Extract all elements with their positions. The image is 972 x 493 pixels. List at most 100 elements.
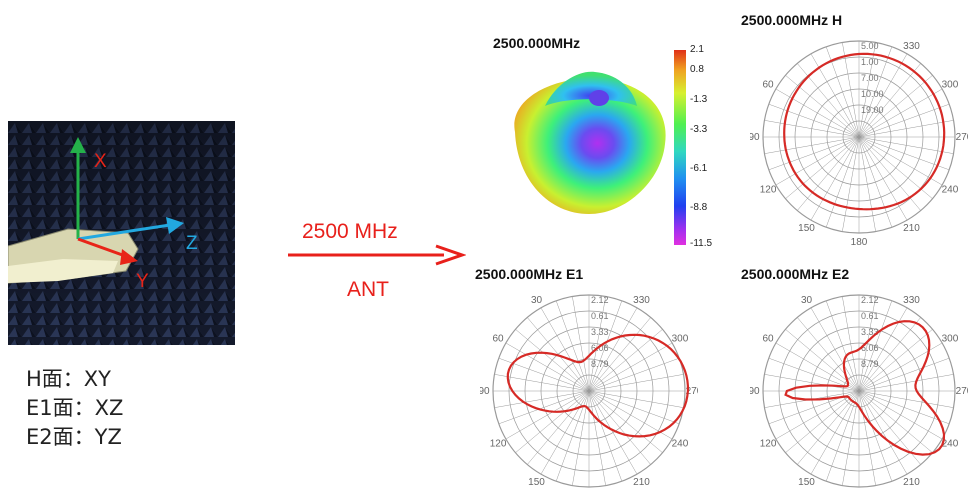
polar-grid-spoke <box>768 136 860 171</box>
polar-grid-spoke <box>858 136 908 221</box>
polar-grid-spoke <box>588 390 606 486</box>
polar-grid-spoke <box>785 390 860 453</box>
plane-e2-label: E2面：YZ <box>26 425 122 449</box>
polar-grid-spoke <box>858 136 954 154</box>
polar-grid-spoke <box>858 390 908 475</box>
polar-angle-label: 210 <box>903 477 920 488</box>
pattern-curve-h <box>783 52 946 211</box>
polar-grid-spoke <box>825 136 860 228</box>
polar-angle-label: 300 <box>672 334 689 345</box>
polar-radial-label: 1.00 <box>861 57 879 67</box>
frequency-label: 2500 MHz <box>302 220 398 243</box>
z-axis-arrow <box>77 217 184 241</box>
polar-angle-label: 30 <box>801 295 813 306</box>
polar-grid-spoke <box>810 136 860 221</box>
polar-radial-label: 10.00 <box>861 89 884 99</box>
polar-radial-label: 5.00 <box>861 41 879 51</box>
polar-radial-label: 8.79 <box>861 359 879 369</box>
polar-plot-h: 5.00 1.00 7.00 10.00 19.00 330 300 270 240 210 180… <box>750 40 968 246</box>
polar-angle-label: 240 <box>672 439 689 450</box>
x-axis-arrow <box>70 137 86 239</box>
x-axis-label: X <box>94 151 107 172</box>
polar-radial-label: 3.33 <box>591 327 609 337</box>
polar-grid-spoke <box>858 357 950 392</box>
polar-grid-spoke <box>858 136 943 186</box>
polar-grid-spoke <box>775 136 860 186</box>
measurement-arrow <box>288 244 466 266</box>
polar-angle-label: 90 <box>750 132 760 143</box>
polar-grid-spoke <box>505 390 590 440</box>
polar-grid-spoke <box>764 374 860 392</box>
polar-plot-e2: 2.12 0.61 3.33 6.06 8.79 30 330 300 270 240 210 150… <box>750 294 968 488</box>
polar-grid-spoke <box>764 136 860 154</box>
polar-grid-spoke <box>555 300 590 392</box>
polar-grid-spoke <box>775 88 860 138</box>
polar-grid-spoke <box>842 136 860 232</box>
colorbar-tick: 0.8 <box>690 64 704 75</box>
polar-grid-spoke <box>515 390 590 453</box>
polar-grid-spoke <box>515 329 590 392</box>
pattern-3d <box>514 71 666 214</box>
polar-grid-spoke <box>858 136 876 232</box>
polar-grid-spoke <box>842 296 860 392</box>
polar-angle-label: 60 <box>763 334 775 345</box>
polar-grid-spoke <box>588 390 623 482</box>
antenna-label: ANT <box>347 278 389 301</box>
polar-radial-label: 19.00 <box>861 105 884 115</box>
polar-angle-label: 330 <box>903 41 920 52</box>
polar-angle-label: 120 <box>760 439 777 450</box>
polar-radial-label: 6.06 <box>861 343 879 353</box>
polar-angle-label: 90 <box>750 386 760 397</box>
polar-grid-spoke <box>588 390 638 475</box>
polar-grid-spoke <box>858 329 933 392</box>
polar-grid-spoke <box>775 390 860 440</box>
polar-angle-label: 270 <box>956 386 968 397</box>
polar-radial-label: 2.12 <box>861 295 879 305</box>
polar-grid-spoke <box>842 42 860 138</box>
polar-grid-spoke <box>588 390 684 408</box>
polar-grid-spoke <box>588 390 651 465</box>
polar-radial-label: 6.06 <box>591 343 609 353</box>
polar-angle-label: 270 <box>686 386 698 397</box>
polar-grid-spoke <box>797 390 860 465</box>
colorbar <box>674 50 686 245</box>
polar-grid-spoke <box>527 317 590 392</box>
polar-grid-spoke <box>858 390 943 440</box>
polar-grid-spoke <box>858 390 954 408</box>
plane-h-label: H面：XY <box>26 367 112 391</box>
polar-angle-label: 240 <box>942 185 959 196</box>
polar-grid-spoke <box>858 390 950 425</box>
polar-grid-spoke <box>858 136 950 171</box>
polar-grid-spoke <box>825 390 860 482</box>
polar-grid-spoke <box>588 374 684 392</box>
polar-angle-label: 210 <box>633 477 650 488</box>
polar-grid-spoke <box>797 136 860 211</box>
polar-angle-label: 90 <box>480 386 490 397</box>
polar-grid-spoke <box>858 317 921 392</box>
colorbar-tick: -6.1 <box>690 163 708 174</box>
polar-angle-label: 330 <box>903 295 920 306</box>
polar-radial-label: 2.12 <box>591 295 609 305</box>
polar-grid-spoke <box>764 120 860 138</box>
polar-grid-spoke <box>858 390 893 482</box>
polar-grid-spoke <box>527 390 590 465</box>
plane-e1-label: E1面：XZ <box>26 396 124 420</box>
polar-angle-label: 60 <box>763 80 775 91</box>
colorbar-tick: -8.8 <box>690 202 708 213</box>
polar-grid-spoke <box>775 342 860 392</box>
polar-grid-spoke <box>858 374 954 392</box>
polar-grid-spoke <box>858 390 933 453</box>
polar-grid-spoke <box>797 317 860 392</box>
polar-grid-spoke <box>588 329 663 392</box>
polar-grid-spoke <box>810 390 860 475</box>
polar-plot-e1: 2.12 0.61 3.33 6.06 8.79 30 330 300 270 240 210 150… <box>480 294 698 488</box>
polar-grid-spoke <box>768 103 860 138</box>
polar-angle-label: 300 <box>942 334 959 345</box>
polar-angle-label: 270 <box>956 132 968 143</box>
y-axis-arrow <box>77 237 138 265</box>
polar-grid-spoke <box>494 374 590 392</box>
chamber-photo: X Z Y <box>8 121 235 345</box>
polar-angle-label: 60 <box>493 334 505 345</box>
polar-grid-spoke <box>858 296 876 392</box>
polar-angle-label: 150 <box>528 477 545 488</box>
